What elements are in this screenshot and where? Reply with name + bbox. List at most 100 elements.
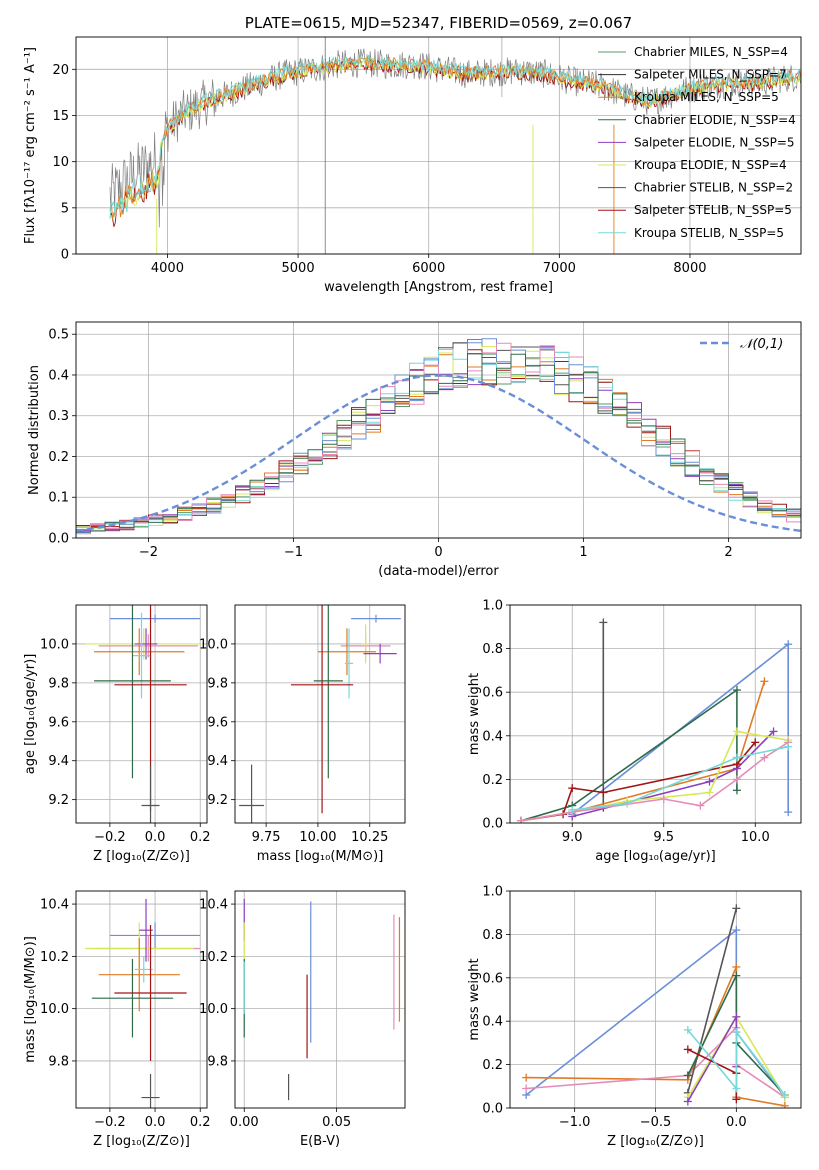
errorbar-point-pink [98,634,198,658]
legend-entry: 𝒩(0,1) [740,337,783,352]
marker-blue [784,808,793,817]
marker-salpeter_stelib [568,784,577,793]
y-tick-label: 9.8 [207,1054,228,1069]
grid [76,891,207,1108]
y-tick-label: 0.6 [482,686,503,701]
x-tick-label: −0.5 [640,1115,672,1130]
x-tick-label: −0.2 [94,1115,126,1130]
errorbar-point-kroupa_miles [94,628,185,676]
x-tick-label: 6000 [412,261,445,276]
y-tick-label: 0.0 [48,532,69,547]
errorbar-point-blue [109,614,201,623]
y-tick-label: 0.4 [482,1015,503,1030]
marker-kroupa_stelib [784,742,793,751]
marker-chabrier_elodie [732,686,741,695]
x-tick-label: 0.0 [145,1115,166,1130]
legend-entry: Chabrier ELODIE, N_SSP=4 [634,113,796,127]
errorbar-point-blue [109,922,201,949]
errorbar-point-chabrier_stelib [141,764,160,823]
y-tick-label: 10.0 [199,637,228,652]
y-tick-label: 10.0 [40,637,69,652]
axes-frame [509,890,802,1109]
legend-entry: Salpeter MILES, N_SSP=7 [634,68,787,82]
chart-title: PLATE=0615, MJD=52347, FIBERID=0569, z=0… [245,14,632,32]
marker-kroupa_stelib [780,1090,789,1099]
axes-frame [75,604,208,824]
panel-2: −2 −1 0 1 2 0.0 0.1 0.2 0.3 0.4 0.5 (data-model)/er… [27,321,802,579]
x-tick-label: −1.0 [559,1115,591,1130]
x-axis-label: (data-model)/error [378,564,499,579]
y-tick-label: 1.0 [482,599,503,614]
series-line-salpeter_stelib [520,741,756,822]
x-axis-label: Z [log₁₀(Z/Z⊙)] [93,1134,190,1149]
y-tick-label: 9.2 [207,793,228,808]
series-line-chabrier_elodie [687,975,786,1096]
errorbar-point-salpeter_stelib [290,605,354,814]
x-tick-label: 0.05 [322,1115,351,1130]
y-tick-label: 10.4 [40,898,69,913]
series-line-kroupa_stelib [687,1029,786,1096]
x-tick-label: 5000 [282,261,315,276]
marker-kroupa_elodie [705,788,714,797]
histogram-chabrier_elodie [76,353,801,538]
y-tick-label: 9.2 [48,793,69,808]
x-tick-label: 10.25 [351,830,388,845]
y-tick-label: 10.0 [199,1002,228,1017]
legend-entry: Salpeter STELIB, N_SSP=5 [634,203,792,217]
x-tick-label: 0.2 [190,830,211,845]
x-tick-label: 2 [724,545,732,560]
errorbar-point-kroupa_elodie [361,624,370,664]
x-tick-label: 0.2 [190,1115,211,1130]
legend: Chabrier MILES, N_SSP=4 Salpeter MILES, N… [598,45,796,240]
y-tick-label: 1.0 [482,885,503,900]
series-line-chabrier_stelib [687,908,738,1094]
marker-salpeter_elodie [769,727,778,736]
plot-area [522,904,789,1108]
x-tick-label: 0 [434,545,442,560]
plot-area [109,37,801,254]
errorbar-point-salpeter_elodie [363,643,397,664]
marker-kroupa_miles [732,962,741,971]
x-axis-label: Z [log₁₀(Z/Z⊙)] [607,1134,704,1149]
marker-pink [522,1084,531,1093]
axes-frame [234,604,406,824]
marker-salpeter_stelib [683,1045,692,1054]
errorbar-point-kroupa_stelib [134,956,153,983]
errorbar-point-chabrier_stelib [141,1074,160,1108]
grid [235,605,405,823]
panel-4: 9.75 10.00 10.25 9.2 9.4 9.6 9.8 10.0 mass [log₁… [199,604,406,864]
marker-kroupa_stelib [732,1084,741,1093]
x-axis-label: E(B-V) [300,1134,340,1149]
errorbar-point-kroupa_stelib [132,612,151,699]
legend-entry: Chabrier MILES, N_SSP=4 [634,45,788,59]
x-tick-label: 0.00 [230,1115,259,1130]
panel-3: −0.2 0.0 0.2 9.2 9.4 9.6 9.8 10.0 Z [log₁₀(Z/Z⊙)… [23,604,211,864]
y-tick-label: 20 [52,63,69,78]
x-tick-label: −2 [139,545,158,560]
series-line-kroupa_stelib [572,745,789,811]
y-axis-label: Flux [fλ10⁻¹⁷ erg cm⁻² s⁻¹ A⁻¹] [23,47,38,244]
marker-kroupa_stelib [732,753,741,762]
errorbar-point-blue [351,614,401,623]
plot-area [239,605,401,823]
axes-frame [509,604,802,824]
marker-chabrier_elodie [683,1071,692,1080]
x-tick-label: 9.0 [562,830,583,845]
series-line-kroupa_elodie [520,730,789,822]
y-tick-label: 9.8 [48,1054,69,1069]
y-tick-label: 9.8 [48,676,69,691]
y-tick-label: 0.0 [482,1102,503,1117]
errorbar-point-kroupa_miles [98,938,180,1012]
plot-area [85,898,201,1108]
marker-chabrier_elodie [732,971,741,980]
y-tick-label: 15 [52,109,69,124]
x-tick-label: −1 [284,545,303,560]
marker-pink [760,753,769,762]
x-tick-label: 9.75 [252,830,281,845]
x-tick-label: 9.5 [653,830,674,845]
axes-frame [75,890,208,1109]
y-tick-label: 0.2 [48,450,69,465]
legend-entry: Chabrier STELIB, N_SSP=2 [634,181,793,195]
x-axis-label: age [log₁₀(age/yr)] [595,849,716,864]
